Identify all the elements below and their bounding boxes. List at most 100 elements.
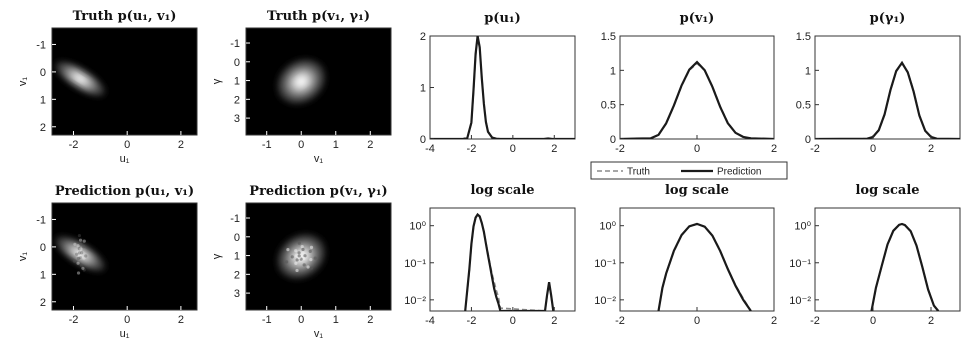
noise-dot	[76, 251, 80, 255]
plot-area	[814, 207, 961, 312]
prediction-line	[870, 222, 940, 311]
y-tick-label: -1	[230, 38, 240, 50]
density-blob	[277, 234, 325, 279]
y-tick-label: 10⁻¹	[594, 258, 616, 270]
y-tick-label: -1	[36, 39, 46, 51]
legend: Truth Prediction	[590, 161, 788, 180]
noise-dot	[290, 255, 294, 259]
x-tick-label: -2	[810, 143, 820, 155]
y-tick-label: 10⁻²	[789, 295, 811, 307]
x-tick-label: 2	[178, 314, 184, 326]
x-tick-label: 2	[771, 315, 777, 327]
noise-dot	[300, 245, 304, 249]
x-tick-label: -2	[615, 143, 625, 155]
noise-dot	[72, 259, 77, 263]
noise-dot	[76, 271, 81, 275]
x-tick-label: 2	[367, 314, 373, 326]
noise-dot	[80, 251, 84, 255]
y-tick-label: 0	[234, 57, 240, 69]
y-tick-label: 1	[40, 269, 46, 281]
noise-dot	[76, 256, 81, 260]
noise-dot	[77, 247, 81, 251]
y-tick-label: 0	[610, 134, 616, 146]
noise-dot	[77, 253, 81, 258]
x-tick-label: 0	[124, 314, 130, 326]
chart-title: Prediction p(v₁, γ₁)	[249, 184, 387, 199]
y-tick-label: 0.5	[601, 100, 616, 112]
prediction-line	[464, 212, 555, 311]
x-tick-label: 0	[298, 314, 304, 326]
noise-dot	[294, 254, 298, 258]
x-tick-label: -4	[425, 315, 435, 327]
noise-dot	[77, 233, 82, 238]
chart-title: Prediction p(u₁, v₁)	[55, 184, 194, 199]
y-tick-label: 0	[420, 134, 426, 146]
x-axis-label: v₁	[314, 153, 324, 165]
y-tick-label: 1	[610, 65, 616, 77]
x-tick-label: -1	[262, 314, 272, 326]
chart-title: p(v₁)	[680, 11, 715, 26]
noise-dot	[76, 244, 80, 248]
noise-dot	[294, 261, 298, 265]
noise-dot	[301, 247, 305, 252]
noise-dot	[303, 254, 307, 258]
y-tick-label: 10⁻²	[404, 295, 426, 307]
h4-panel: Prediction p(v₁, γ₁) -1 0 1 2 -1 0 1 2 3 v₁ γ	[211, 184, 392, 340]
noise-dot	[79, 263, 83, 267]
noise-dot	[76, 261, 80, 265]
l6-panel: log scale -2 0 2 10⁻² 10⁻¹ 10⁰	[789, 183, 961, 327]
plot-area	[619, 35, 775, 140]
chart-title: p(u₁)	[484, 11, 521, 26]
noise-dot	[79, 254, 83, 259]
y-tick-label: -1	[230, 213, 240, 225]
l2-panel: p(v₁)-2 0 200.511.5	[601, 11, 777, 155]
noise-dot	[297, 254, 301, 258]
noise-dot	[73, 242, 77, 246]
x-tick-label: 2	[771, 143, 777, 155]
y-tick-label: 10⁻¹	[404, 258, 426, 270]
noise-dot	[82, 245, 86, 249]
y-tick-label: 0	[40, 67, 46, 79]
noise-dot	[309, 266, 313, 270]
x-tick-label: 0	[510, 143, 516, 155]
x-tick-label: -2	[467, 143, 477, 155]
x-tick-label: 0	[870, 143, 876, 155]
x-tick-label: 2	[551, 143, 557, 155]
y-tick-label: 0	[805, 134, 811, 146]
y-tick-label: 10⁻²	[594, 295, 616, 307]
density-blob	[55, 233, 105, 275]
x-tick-label: 0	[870, 315, 876, 327]
x-tick-label: 1	[333, 139, 339, 151]
x-tick-label: 0	[510, 315, 516, 327]
density-blob	[55, 61, 105, 96]
noise-dot	[297, 251, 301, 255]
density-level	[75, 250, 85, 257]
noise-dot	[302, 256, 306, 261]
chart-title: Truth p(v₁, γ₁)	[267, 9, 370, 24]
density-level	[296, 77, 306, 86]
noise-dot	[84, 254, 88, 258]
noise-dot	[78, 252, 82, 256]
chart-title: p(γ₁)	[870, 11, 906, 26]
legend-truth-label: Truth	[627, 167, 650, 178]
h1-panel: Truth p(u₁, v₁) -2 0 2 -1 0 1 2 u₁ v₁	[17, 9, 198, 165]
noise-dot	[285, 260, 289, 264]
y-axis-label: v₁	[17, 252, 29, 262]
x-tick-label: 2	[178, 139, 184, 151]
x-axis-label: v₁	[314, 328, 324, 340]
noise-dot	[79, 247, 83, 251]
noise-dot	[313, 256, 317, 260]
noise-dot	[306, 265, 310, 269]
noise-dot	[286, 248, 290, 252]
noise-dot	[309, 258, 313, 262]
x-tick-label: 0	[694, 143, 700, 155]
x-tick-label: -1	[262, 139, 272, 151]
x-tick-label: -2	[69, 314, 79, 326]
y-tick-label: -1	[36, 214, 46, 226]
x-tick-label: -2	[615, 315, 625, 327]
x-tick-label: -2	[69, 139, 79, 151]
y-tick-label: 10⁰	[409, 221, 426, 233]
chart-title: log scale	[470, 183, 534, 198]
y-tick-label: 0	[40, 242, 46, 254]
noise-dot	[302, 263, 306, 267]
